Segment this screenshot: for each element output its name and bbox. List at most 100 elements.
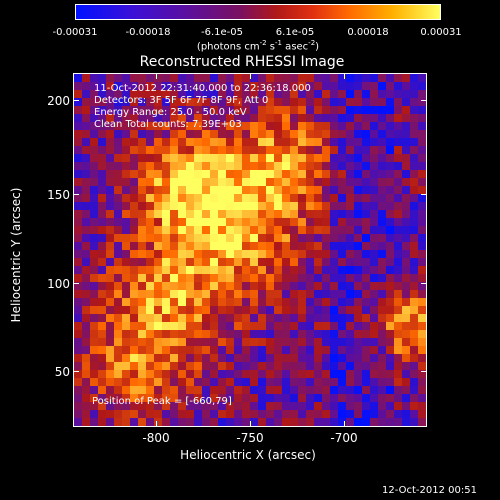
heatmap-cell <box>234 218 243 227</box>
heatmap-cell <box>146 386 155 395</box>
heatmap-cell <box>338 370 347 379</box>
heatmap-cell <box>378 178 387 187</box>
heatmap-cell <box>170 378 179 387</box>
heatmap-cell <box>178 170 187 179</box>
heatmap-cell <box>330 210 339 219</box>
heatmap-cell <box>82 346 91 355</box>
heatmap-cell <box>170 354 179 363</box>
heatmap-cell <box>178 298 187 307</box>
heatmap-cell <box>178 282 187 291</box>
heatmap-cell <box>418 178 426 187</box>
heatmap-cell <box>314 362 323 371</box>
heatmap-cell <box>194 210 203 219</box>
heatmap-cell <box>202 234 211 243</box>
heatmap-cell <box>154 90 163 99</box>
heatmap-cell <box>98 98 107 107</box>
heatmap-cell <box>354 194 363 203</box>
heatmap-cell <box>186 98 195 107</box>
heatmap-cell <box>186 178 195 187</box>
heatmap-cell <box>258 154 267 163</box>
heatmap-cell <box>82 98 91 107</box>
heatmap-cell <box>330 322 339 331</box>
heatmap-cell <box>274 258 283 267</box>
heatmap-cell <box>410 170 419 179</box>
heatmap-cell <box>194 410 203 419</box>
heatmap-cell <box>322 346 331 355</box>
heatmap-cell <box>218 378 227 387</box>
heatmap-cell <box>226 290 235 299</box>
heatmap-cell <box>114 266 123 275</box>
heatmap-cell <box>194 394 203 403</box>
heatmap-cell <box>402 378 411 387</box>
heatmap-cell <box>218 114 227 123</box>
heatmap-cell <box>114 418 123 426</box>
heatmap-cell <box>242 194 251 203</box>
heatmap-cell <box>242 410 251 419</box>
heatmap-cell <box>370 402 379 411</box>
heatmap-cell <box>90 154 99 163</box>
heatmap-cell <box>306 274 315 283</box>
heatmap-cell <box>74 130 83 139</box>
heatmap-cell <box>194 114 203 123</box>
heatmap-cell <box>298 226 307 235</box>
heatmap-cell <box>210 226 219 235</box>
heatmap-cell <box>346 410 355 419</box>
heatmap-cell <box>370 154 379 163</box>
heatmap-cell <box>170 322 179 331</box>
heatmap-cell <box>146 194 155 203</box>
heatmap-cell <box>178 234 187 243</box>
heatmap-cell <box>154 322 163 331</box>
heatmap-cell <box>242 274 251 283</box>
heatmap-cell <box>122 306 131 315</box>
heatmap-cell <box>314 226 323 235</box>
heatmap-cell <box>146 402 155 411</box>
heatmap-cell <box>410 330 419 339</box>
heatmap-cell <box>354 370 363 379</box>
heatmap-cell <box>418 378 426 387</box>
heatmap-cell <box>122 290 131 299</box>
heatmap-cell <box>162 386 171 395</box>
heatmap-cell <box>306 354 315 363</box>
heatmap-cell <box>306 218 315 227</box>
heatmap-cell <box>162 122 171 131</box>
heatmap-cell <box>106 138 115 147</box>
heatmap-cell <box>106 370 115 379</box>
heatmap-cell <box>146 170 155 179</box>
heatmap-cell <box>146 418 155 426</box>
heatmap-cell <box>362 178 371 187</box>
heatmap-cell <box>290 250 299 259</box>
heatmap-cell <box>114 322 123 331</box>
heatmap-cell <box>170 410 179 419</box>
heatmap-cell <box>402 114 411 123</box>
heatmap-cell <box>90 418 99 426</box>
heatmap-cell <box>122 322 131 331</box>
heatmap-cell <box>274 322 283 331</box>
heatmap-cell <box>346 186 355 195</box>
heatmap-cell <box>98 154 107 163</box>
heatmap-cell <box>266 170 275 179</box>
heatmap-cell <box>98 362 107 371</box>
heatmap-cell <box>258 234 267 243</box>
heatmap-cell <box>274 162 283 171</box>
heatmap-cell <box>346 298 355 307</box>
heatmap-cell <box>106 202 115 211</box>
heatmap-cell <box>410 98 419 107</box>
heatmap-cell <box>378 298 387 307</box>
heatmap-cell <box>402 306 411 315</box>
heatmap-cell <box>186 258 195 267</box>
heatmap-cell <box>306 410 315 419</box>
heatmap-cell <box>82 130 91 139</box>
heatmap-cell <box>114 154 123 163</box>
heatmap-cell <box>258 410 267 419</box>
heatmap-cell <box>154 258 163 267</box>
heatmap-cell <box>386 234 395 243</box>
heatmap-cell <box>226 218 235 227</box>
heatmap-cell <box>386 218 395 227</box>
heatmap-cell <box>330 162 339 171</box>
heatmap-cell <box>362 394 371 403</box>
heatmap-cell <box>354 146 363 155</box>
heatmap-cell <box>226 330 235 339</box>
heatmap-cell <box>202 146 211 155</box>
heatmap-cell <box>146 298 155 307</box>
colorbar-tick-label: 0.00018 <box>347 27 389 38</box>
